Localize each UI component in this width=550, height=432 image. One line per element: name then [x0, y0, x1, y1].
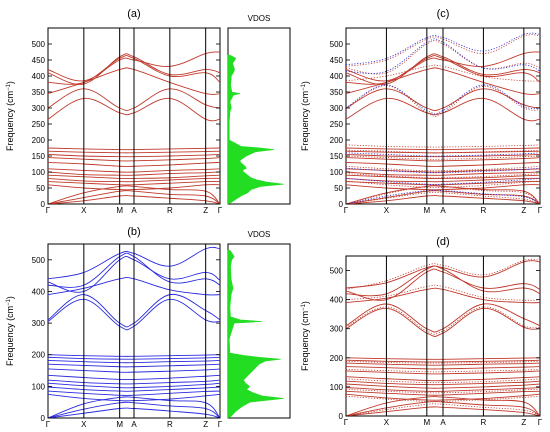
vdos-area — [227, 250, 284, 419]
y-tick-label: 150 — [32, 152, 46, 161]
x-tick-label: R — [167, 206, 173, 215]
panel-c: 0 50 100 150 200 250 300 350 400 450 500 Γ X M A R Z Γ (… — [300, 8, 543, 215]
panel-b-vdos: VDOS — [227, 230, 291, 419]
x-tick-label: X — [384, 418, 390, 427]
x-tick-label: R — [167, 420, 173, 429]
x-tick-label: Γ — [538, 418, 543, 427]
y-tick-label: 400 — [32, 72, 46, 81]
x-tick-label: Z — [521, 206, 526, 215]
y-tick-label: 500 — [32, 256, 46, 265]
panel-c-ylabel: Frequency (cm−1) — [300, 81, 310, 151]
y-tick-label: 500 — [330, 267, 344, 276]
panel-d: 0 100 200 300 400 500 Γ X M A R Z Γ (d) Frequency (… — [300, 236, 543, 427]
x-tick-label: A — [131, 420, 137, 429]
x-tick-label: Γ — [218, 206, 223, 215]
y-tick-label: 450 — [32, 56, 46, 65]
panel-a-ylabel: Frequency (cm−1) — [5, 81, 15, 151]
x-tick-label: Γ — [344, 206, 349, 215]
y-tick-label: 400 — [330, 296, 344, 305]
x-tick-label: Z — [521, 418, 526, 427]
y-tick-label: 0 — [339, 200, 344, 209]
panel-d-label: (d) — [436, 236, 449, 248]
y-tick-label: 350 — [330, 88, 344, 97]
y-tick-label: 0 — [41, 200, 46, 209]
x-tick-label: Γ — [46, 420, 51, 429]
y-tick-label: 200 — [330, 136, 344, 145]
panel-b-label: (b) — [127, 226, 140, 238]
y-tick-label: 300 — [32, 104, 46, 113]
y-tick-label: 500 — [32, 40, 46, 49]
y-tick-label: 50 — [36, 184, 45, 193]
y-tick-label: 200 — [32, 351, 46, 360]
panel-b-ylabel: Frequency (cm−1) — [5, 296, 15, 366]
x-tick-label: Γ — [218, 420, 223, 429]
y-tick-label: 200 — [330, 354, 344, 363]
y-tick-label: 100 — [330, 383, 344, 392]
x-tick-label: Γ — [538, 206, 543, 215]
x-tick-label: A — [440, 206, 446, 215]
x-tick-label: X — [384, 206, 390, 215]
x-tick-label: Γ — [46, 206, 51, 215]
x-tick-label: A — [440, 418, 446, 427]
y-tick-label: 0 — [41, 414, 46, 423]
y-tick-label: 150 — [330, 152, 344, 161]
y-tick-label: 250 — [330, 120, 344, 129]
x-tick-label: R — [481, 418, 487, 427]
y-tick-label: 300 — [330, 104, 344, 113]
x-tick-label: X — [81, 420, 87, 429]
x-tick-label: M — [116, 420, 123, 429]
y-tick-label: 250 — [32, 120, 46, 129]
vdos-area — [227, 54, 284, 205]
x-tick-label: Z — [203, 206, 208, 215]
y-tick-label: 300 — [32, 319, 46, 328]
y-tick-label: 350 — [32, 88, 46, 97]
x-tick-label: Γ — [344, 418, 349, 427]
y-tick-label: 100 — [330, 168, 344, 177]
y-tick-label: 400 — [330, 72, 344, 81]
x-tick-label: Z — [203, 420, 208, 429]
y-tick-label: 0 — [339, 412, 344, 421]
y-tick-label: 100 — [32, 382, 46, 391]
y-tick-label: 200 — [32, 136, 46, 145]
x-tick-label: A — [131, 206, 137, 215]
y-tick-label: 450 — [330, 56, 344, 65]
panel-b-vdos-label: VDOS — [248, 230, 271, 239]
y-tick-label: 400 — [32, 287, 46, 296]
y-tick-label: 300 — [330, 325, 344, 334]
x-tick-label: M — [423, 206, 430, 215]
panel-d-ylabel: Frequency (cm−1) — [300, 301, 310, 371]
x-tick-label: R — [481, 206, 487, 215]
x-tick-label: M — [116, 206, 123, 215]
panel-a-vdos-label: VDOS — [248, 14, 271, 23]
y-tick-label: 100 — [32, 168, 46, 177]
y-tick-label: 50 — [334, 184, 343, 193]
x-tick-label: X — [81, 206, 87, 215]
panel-c-label: (c) — [437, 8, 450, 20]
y-tick-label: 500 — [330, 40, 344, 49]
panel-a-label: (a) — [127, 8, 140, 20]
panel-a-vdos: VDOS — [227, 14, 291, 205]
x-tick-label: M — [423, 418, 430, 427]
